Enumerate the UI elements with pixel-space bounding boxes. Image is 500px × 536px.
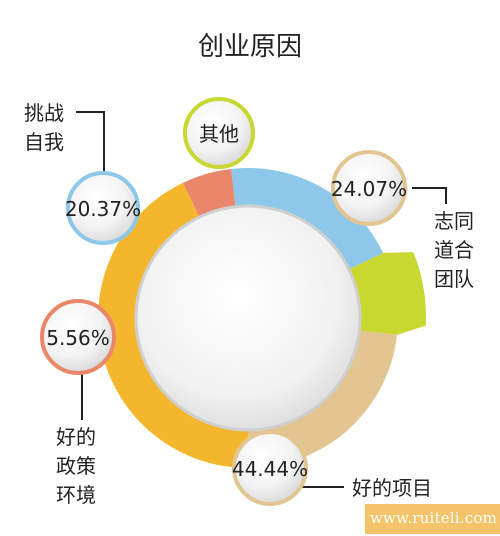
bubble-project-circle	[232, 430, 308, 506]
bubble-policy: 5.56%	[40, 299, 116, 375]
bubble-team: 24.07%	[331, 150, 407, 226]
category-label-team-line2: 道合	[434, 238, 474, 262]
leader-line-team	[412, 187, 447, 204]
category-label-policy-line2: 政策	[56, 454, 96, 478]
bubble-other: 其他	[183, 97, 255, 169]
slice-label-other: 其他	[199, 122, 239, 146]
leader-lines	[76, 111, 447, 488]
percent-label-policy: 5.56%	[46, 326, 110, 350]
category-label-policy-line1: 好的	[56, 425, 96, 449]
category-label-challenge-line1: 挑战	[24, 101, 64, 125]
bubble-team-circle	[331, 150, 407, 226]
category-label-team-line3: 团队	[434, 267, 474, 291]
percent-label-team: 24.07%	[331, 177, 407, 201]
center-disc	[134, 204, 362, 432]
category-label-team-line1: 志同	[434, 209, 474, 233]
bubble-policy-circle	[40, 299, 116, 375]
watermark: www.ruiteli.com	[370, 509, 498, 527]
chart-title: 创业原因	[198, 32, 302, 62]
percent-label-project: 44.44%	[232, 457, 308, 481]
leader-line-challenge	[76, 111, 105, 172]
percent-label-challenge: 20.37%	[65, 197, 141, 221]
bubble-challenge-circle	[66, 171, 140, 245]
pie-slice-3	[345, 252, 426, 335]
pie-slice-2	[231, 168, 384, 272]
category-label-project: 好的项目	[352, 476, 432, 500]
bubble-challenge: 20.37%	[65, 171, 141, 245]
category-label-challenge-line2: 自我	[24, 130, 64, 154]
watermark-bar	[365, 504, 500, 534]
pie-slice-0	[97, 182, 248, 468]
bubble-other-circle	[183, 97, 255, 169]
category-label-policy-line3: 环境	[56, 483, 96, 507]
bubble-project: 44.44%	[232, 430, 308, 506]
